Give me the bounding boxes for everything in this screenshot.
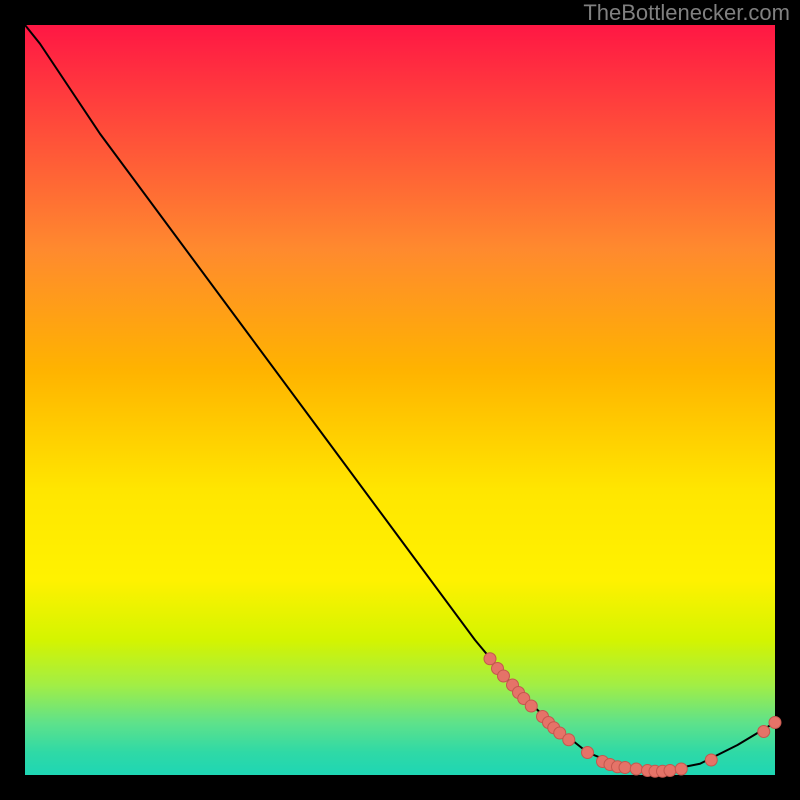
marker-dot — [649, 765, 661, 777]
marker-dot — [642, 765, 654, 777]
marker-dot — [543, 717, 555, 729]
curve-layer — [25, 25, 775, 775]
marker-dot — [582, 747, 594, 759]
marker-dot — [630, 763, 642, 775]
marker-dot — [498, 670, 510, 682]
marker-dot — [758, 726, 770, 738]
marker-dot — [769, 717, 781, 729]
chart-stage: TheBottlenecker.com — [0, 0, 800, 800]
marker-dot — [554, 727, 566, 739]
marker-dot — [604, 759, 616, 771]
plot-area — [25, 25, 775, 775]
curve-path — [25, 25, 775, 771]
marker-dot — [492, 663, 504, 675]
marker-dot — [548, 722, 560, 734]
marker-dot — [484, 653, 496, 665]
marker-dot — [513, 687, 525, 699]
marker-dot — [612, 761, 624, 773]
marker-dot — [705, 754, 717, 766]
marker-dot — [507, 679, 519, 691]
marker-dot — [518, 693, 530, 705]
marker-dot — [657, 765, 669, 777]
marker-dot — [675, 763, 687, 775]
watermark-text: TheBottlenecker.com — [583, 0, 790, 26]
marker-dot — [537, 711, 549, 723]
marker-dot — [597, 756, 609, 768]
marker-dot — [664, 765, 676, 777]
marker-dot — [563, 734, 575, 746]
markers-layer — [484, 653, 781, 778]
marker-dot — [619, 762, 631, 774]
marker-dot — [525, 700, 537, 712]
